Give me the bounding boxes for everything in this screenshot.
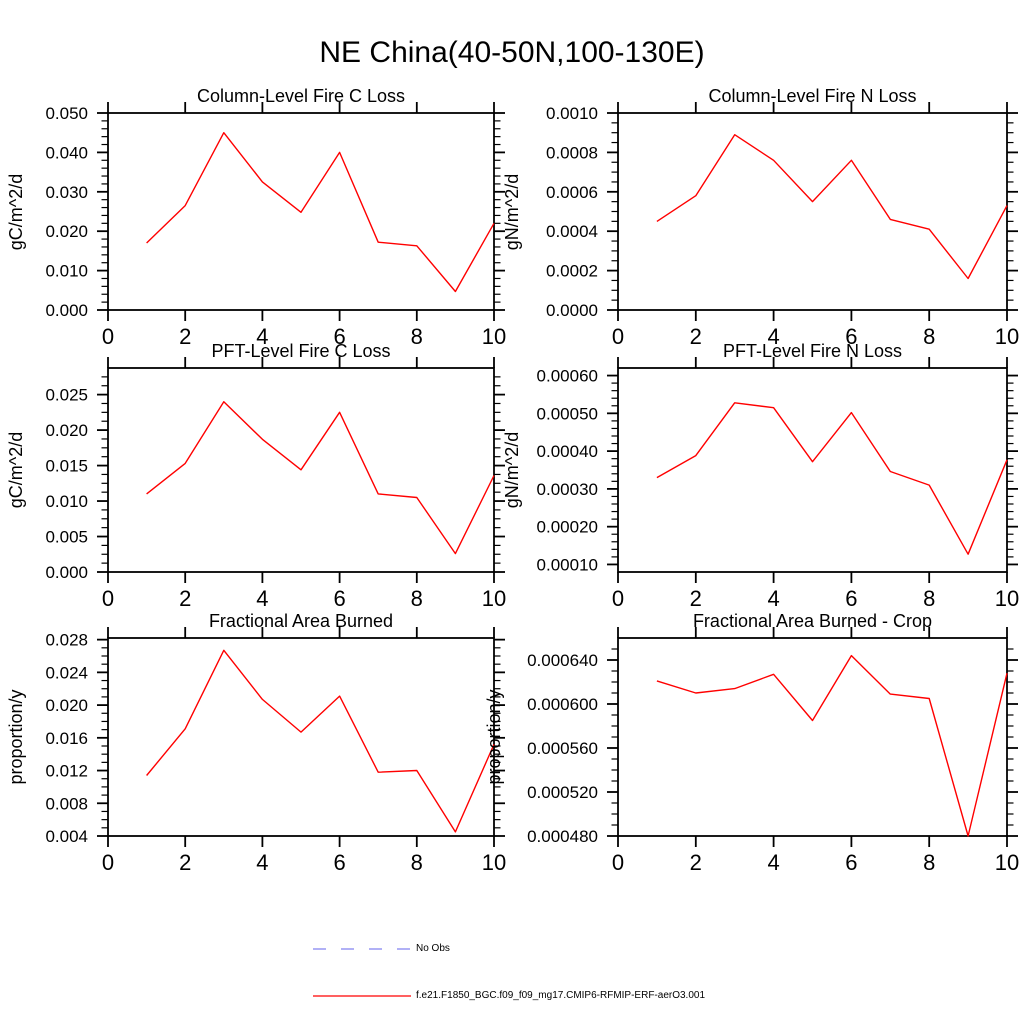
svg-text:0.024: 0.024 bbox=[45, 663, 88, 682]
svg-text:0.0004: 0.0004 bbox=[546, 222, 598, 241]
svg-text:8: 8 bbox=[411, 586, 423, 611]
svg-text:6: 6 bbox=[333, 850, 345, 875]
svg-text:4: 4 bbox=[256, 324, 268, 349]
svg-text:2: 2 bbox=[179, 586, 191, 611]
svg-text:0: 0 bbox=[102, 850, 114, 875]
svg-text:2: 2 bbox=[179, 324, 191, 349]
svg-text:8: 8 bbox=[411, 324, 423, 349]
svg-text:0.010: 0.010 bbox=[45, 262, 88, 281]
svg-text:0.010: 0.010 bbox=[45, 492, 88, 511]
panel-title-pft-level-fire-c-loss: PFT-Level Fire C Loss bbox=[211, 341, 391, 361]
svg-text:0.004: 0.004 bbox=[45, 827, 88, 846]
svg-text:0.008: 0.008 bbox=[45, 794, 88, 813]
svg-text:0.050: 0.050 bbox=[45, 104, 88, 123]
svg-text:0.000: 0.000 bbox=[45, 563, 88, 582]
svg-text:8: 8 bbox=[923, 324, 935, 349]
svg-text:4: 4 bbox=[767, 850, 779, 875]
plot-fractional-area-burned: 0 2 4 6 8 10 0.004 0.008 0.012 0.016 0.020 0.024 0.0… bbox=[45, 627, 506, 875]
svg-text:2: 2 bbox=[690, 586, 702, 611]
model-run-solid-line-swatch bbox=[313, 995, 411, 997]
y-axis-label-proportion-y-right: proportion/y bbox=[484, 689, 504, 785]
legend-label-model-run: f.e21.F1850_BGC.f09_f09_mg17.CMIP6-RFMIP… bbox=[416, 990, 706, 1001]
svg-text:4: 4 bbox=[767, 324, 779, 349]
svg-text:0.020: 0.020 bbox=[45, 222, 88, 241]
page-title: NE China(40-50N,100-130E) bbox=[319, 36, 705, 69]
no-obs-dashed-line-swatch bbox=[313, 948, 411, 950]
svg-text:0.00020: 0.00020 bbox=[537, 518, 598, 537]
panel-title-fractional-area-burned-crop: Fractional Area Burned - Crop bbox=[692, 611, 933, 631]
svg-text:10: 10 bbox=[995, 850, 1019, 875]
svg-text:0.012: 0.012 bbox=[45, 762, 88, 781]
svg-text:2: 2 bbox=[690, 324, 702, 349]
y-axis-label-gc-m2-d-mid: gC/m^2/d bbox=[6, 431, 26, 509]
panel-title-column-level-fire-n-loss: Column-Level Fire N Loss bbox=[708, 86, 917, 106]
svg-text:8: 8 bbox=[411, 850, 423, 875]
svg-text:0.005: 0.005 bbox=[45, 528, 88, 547]
panel-title-pft-level-fire-n-loss: PFT-Level Fire N Loss bbox=[722, 341, 903, 361]
svg-text:0: 0 bbox=[612, 324, 624, 349]
svg-text:10: 10 bbox=[482, 324, 506, 349]
panel-title-column-level-fire-c-loss: Column-Level Fire C Loss bbox=[196, 86, 406, 106]
svg-text:0.0008: 0.0008 bbox=[546, 143, 598, 162]
y-axis-label-gn-m2-d-mid: gN/m^2/d bbox=[502, 431, 522, 509]
svg-text:0.020: 0.020 bbox=[45, 696, 88, 715]
legend-item-model-run: f.e21.F1850_BGC.f09_f09_mg17.CMIP6-RFMIP… bbox=[312, 990, 705, 1002]
svg-text:6: 6 bbox=[845, 586, 857, 611]
svg-text:0.0000: 0.0000 bbox=[546, 301, 598, 320]
svg-text:0: 0 bbox=[612, 586, 624, 611]
svg-text:2: 2 bbox=[690, 850, 702, 875]
svg-text:10: 10 bbox=[482, 850, 506, 875]
svg-text:0.000480: 0.000480 bbox=[527, 827, 598, 846]
svg-text:6: 6 bbox=[333, 324, 345, 349]
svg-text:0.020: 0.020 bbox=[45, 421, 88, 440]
svg-text:0.00030: 0.00030 bbox=[537, 480, 598, 499]
svg-text:6: 6 bbox=[333, 586, 345, 611]
svg-text:0: 0 bbox=[102, 586, 114, 611]
svg-text:4: 4 bbox=[256, 850, 268, 875]
svg-text:4: 4 bbox=[256, 586, 268, 611]
svg-text:0.000520: 0.000520 bbox=[527, 783, 598, 802]
svg-text:0.000: 0.000 bbox=[45, 301, 88, 320]
svg-text:0.040: 0.040 bbox=[45, 143, 88, 162]
panel-title-fractional-area-burned: Fractional Area Burned bbox=[208, 611, 394, 631]
legend-label-no-obs: No Obs bbox=[416, 943, 450, 954]
svg-text:0: 0 bbox=[612, 850, 624, 875]
svg-text:0.0002: 0.0002 bbox=[546, 262, 598, 281]
svg-text:2: 2 bbox=[179, 850, 191, 875]
svg-text:0.000600: 0.000600 bbox=[527, 695, 598, 714]
plot-pft-level-fire-c-loss: 0 2 4 6 8 10 0.000 0.005 0.010 0.015 0.020 0.025 bbox=[45, 357, 506, 611]
svg-text:6: 6 bbox=[845, 850, 857, 875]
svg-text:6: 6 bbox=[845, 324, 857, 349]
svg-text:0.015: 0.015 bbox=[45, 457, 88, 476]
svg-text:0.030: 0.030 bbox=[45, 183, 88, 202]
svg-text:0.0006: 0.0006 bbox=[546, 183, 598, 202]
svg-text:0.0010: 0.0010 bbox=[546, 104, 598, 123]
svg-text:0.00040: 0.00040 bbox=[537, 442, 598, 461]
svg-text:0.016: 0.016 bbox=[45, 729, 88, 748]
svg-text:0.000560: 0.000560 bbox=[527, 739, 598, 758]
svg-text:0.025: 0.025 bbox=[45, 386, 88, 405]
plot-fractional-area-burned-crop: 0 2 4 6 8 10 0.000480 0.000520 0.000560 0.000600 0… bbox=[527, 627, 1019, 875]
y-axis-label-gn-m2-d-top: gN/m^2/d bbox=[502, 173, 522, 250]
svg-text:0: 0 bbox=[102, 324, 114, 349]
y-axis-label-proportion-y-left: proportion/y bbox=[6, 689, 26, 785]
svg-text:4: 4 bbox=[767, 586, 779, 611]
svg-text:0.000640: 0.000640 bbox=[527, 651, 598, 670]
plot-column-level-fire-n-loss: 0 2 4 6 8 10 0.0000 0.0002 0.0004 0.0006 0.0008 0.0… bbox=[546, 102, 1019, 349]
svg-text:10: 10 bbox=[995, 586, 1019, 611]
svg-text:8: 8 bbox=[923, 850, 935, 875]
svg-text:0.00010: 0.00010 bbox=[537, 555, 598, 574]
svg-text:0.00060: 0.00060 bbox=[537, 367, 598, 386]
legend-item-no-obs: No Obs bbox=[312, 943, 450, 955]
plot-pft-level-fire-n-loss: 0 2 4 6 8 10 0.00010 0.00020 0.00030 0.00040 0.000… bbox=[537, 357, 1019, 611]
plot-column-level-fire-c-loss: 0 2 4 6 8 10 0.000 0.010 0.020 0.030 0.040 0.050 bbox=[45, 102, 506, 349]
svg-text:10: 10 bbox=[995, 324, 1019, 349]
y-axis-label-gc-m2-d-top: gC/m^2/d bbox=[6, 173, 26, 250]
svg-text:8: 8 bbox=[923, 586, 935, 611]
svg-text:10: 10 bbox=[482, 586, 506, 611]
svg-text:0.00050: 0.00050 bbox=[537, 404, 598, 423]
svg-text:0.028: 0.028 bbox=[45, 631, 88, 650]
